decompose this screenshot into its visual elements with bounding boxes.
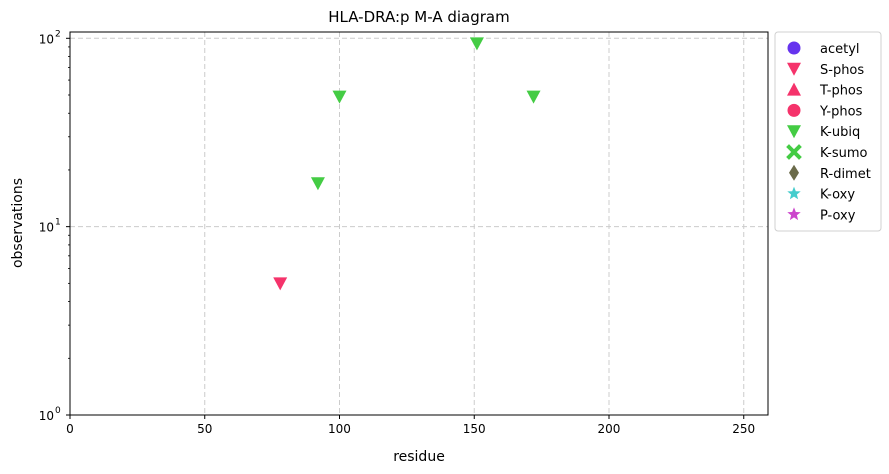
data-point: [273, 277, 288, 291]
y-tick-label: 10: [39, 221, 54, 235]
legend-label: Y-phos: [819, 104, 863, 119]
legend-label: acetyl: [820, 42, 860, 57]
grid: [70, 32, 768, 415]
x-tick-label: 0: [66, 422, 74, 436]
legend-label: K-oxy: [820, 188, 855, 203]
x-axis: 0 50 100 150 200 250: [66, 415, 755, 436]
legend-marker: [787, 41, 801, 55]
legend-marker: [787, 82, 801, 96]
y-tick-exponent: 1: [55, 218, 61, 228]
data-point: [332, 90, 347, 104]
y-tick-exponent: 0: [55, 406, 61, 416]
data-point: [526, 90, 541, 104]
legend-frame: [774, 31, 882, 232]
legend-marker: [786, 144, 802, 160]
legend-label: R-dimet: [820, 167, 871, 182]
x-tick-label: 50: [197, 422, 212, 436]
x-tick-label: 100: [328, 422, 351, 436]
legend-label: T-phos: [819, 84, 863, 99]
x-tick-label: 250: [732, 422, 755, 436]
legend-label: P-oxy: [820, 208, 856, 223]
y-tick-exponent: 2: [55, 29, 61, 39]
legend-label: S-phos: [820, 63, 864, 78]
legend-marker: [787, 207, 801, 221]
data-points: [273, 37, 541, 291]
legend-marker: [787, 62, 801, 76]
legend-label: K-ubiq: [820, 125, 860, 140]
legend-label: K-sumo: [820, 146, 868, 161]
data-point: [310, 177, 325, 191]
y-tick-label: 10: [39, 32, 54, 46]
legend-marker: [787, 186, 801, 200]
x-tick-label: 150: [463, 422, 486, 436]
y-axis-title: observations: [10, 178, 26, 268]
plot-area: [69, 31, 769, 416]
x-axis-title: residue: [393, 449, 445, 465]
chart-title: HLA-DRA:p M-A diagram: [328, 8, 509, 26]
legend-marker: [787, 125, 801, 139]
legend-marker: [789, 164, 799, 181]
legend-marker: [787, 103, 801, 117]
y-tick-label: 10: [39, 409, 54, 423]
data-point: [469, 37, 484, 51]
legend: acetyl S-phos T-phos Y-phos K-ubiq K-sumo R-di…: [774, 31, 882, 232]
x-tick-label: 200: [598, 422, 621, 436]
